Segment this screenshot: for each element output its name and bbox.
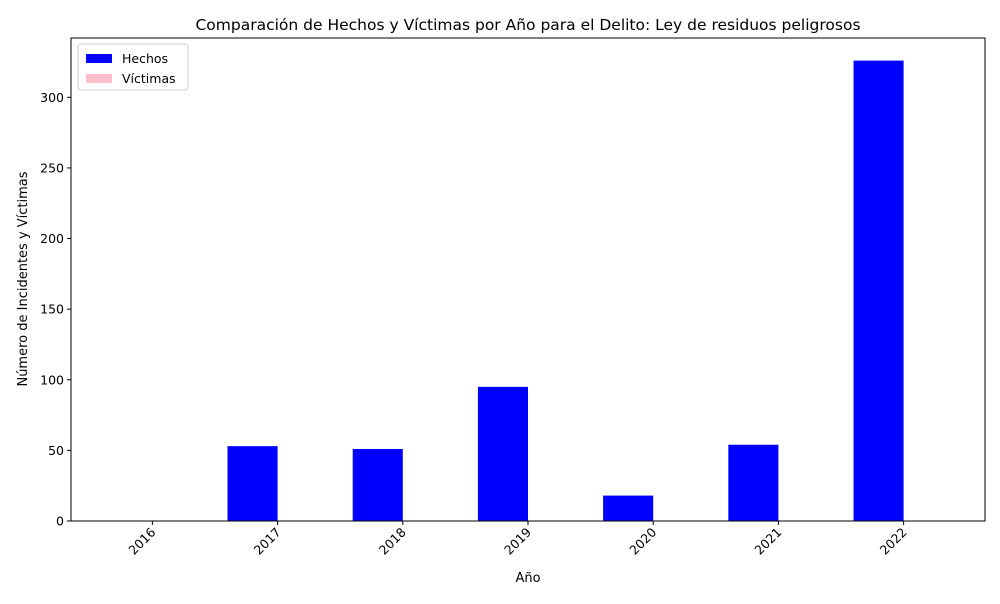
y-tick-label: 200 — [40, 231, 64, 246]
x-tick-label: 2021 — [751, 525, 784, 558]
x-tick-label: 2018 — [376, 524, 409, 557]
y-tick-label: 250 — [40, 160, 64, 175]
y-tick-label: 150 — [40, 302, 64, 317]
legend: Hechos Víctimas — [77, 43, 189, 91]
bar-hechos-2019 — [477, 386, 528, 521]
y-tick-label: 50 — [48, 443, 64, 458]
bar-hechos-2017 — [227, 446, 278, 521]
y-tick-label: 300 — [40, 90, 64, 105]
y-tick-label: 0 — [56, 514, 64, 529]
plot-area: 0 50 100 150 200 250 300 2016 2017 2018 2019 2020 20… — [40, 37, 986, 558]
bar-hechos-2021 — [728, 444, 779, 521]
x-tick-label: 2020 — [626, 524, 659, 557]
x-tick-label: 2022 — [877, 525, 910, 558]
bar-hechos-2018 — [352, 448, 403, 521]
x-tick-label: 2017 — [251, 525, 284, 558]
bar-hechos-2022 — [853, 60, 904, 521]
legend-swatch-víctimas — [86, 74, 112, 83]
bar-hechos-2020 — [603, 495, 654, 521]
legend-label-víctimas: Víctimas — [122, 71, 176, 86]
legend-label-hechos: Hechos — [122, 51, 168, 66]
y-tick-label: 100 — [40, 372, 64, 387]
legend-swatch-hechos — [86, 54, 112, 63]
x-tick-label: 2019 — [501, 524, 534, 557]
x-tick-label: 2016 — [125, 524, 158, 557]
x-axis-label: Año — [515, 571, 540, 586]
chart-title: Comparación de Hechos y Víctimas por Año… — [195, 16, 860, 34]
y-axis-label: Número de Incidentes y Víctimas — [16, 171, 31, 386]
